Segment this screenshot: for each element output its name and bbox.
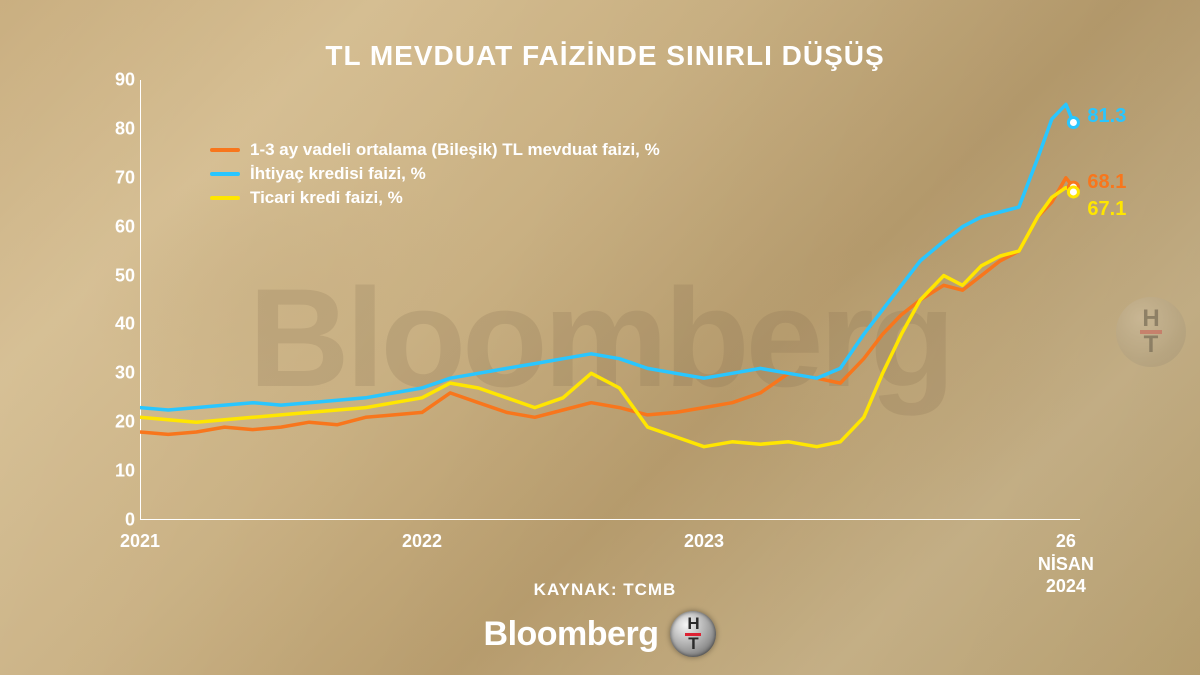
- legend-label: 1-3 ay vadeli ortalama (Bileşik) TL mevd…: [250, 140, 660, 160]
- y-tick-label: 40: [115, 314, 135, 335]
- series-line-deposit: [140, 178, 1073, 435]
- legend-swatch: [210, 196, 240, 200]
- legend-item: Ticari kredi faizi, %: [210, 188, 660, 208]
- legend-item: İhtiyaç kredisi faizi, %: [210, 164, 660, 184]
- y-tick-label: 80: [115, 118, 135, 139]
- y-tick-label: 60: [115, 216, 135, 237]
- y-tick-label: 0: [125, 510, 135, 531]
- y-tick-label: 50: [115, 265, 135, 286]
- footer-brand-text: Bloomberg: [484, 615, 659, 654]
- endpoint-label-deposit: 68.1: [1087, 171, 1126, 194]
- x-tick-label: 2023: [684, 530, 724, 553]
- legend-item: 1-3 ay vadeli ortalama (Bileşik) TL mevd…: [210, 140, 660, 160]
- source-text: KAYNAK: TCMB: [90, 580, 1120, 600]
- ht-side-badge: HT: [1116, 297, 1186, 367]
- legend: 1-3 ay vadeli ortalama (Bileşik) TL mevd…: [210, 140, 660, 208]
- endpoint-dot-consumer_loan: [1068, 118, 1078, 128]
- legend-label: İhtiyaç kredisi faizi, %: [250, 164, 426, 184]
- x-tick-label: 26 NİSAN 2024: [1038, 530, 1094, 598]
- legend-swatch: [210, 172, 240, 176]
- x-tick-label: 2021: [120, 530, 160, 553]
- y-tick-label: 10: [115, 461, 135, 482]
- x-tick-label: 2022: [402, 530, 442, 553]
- y-tick-label: 70: [115, 167, 135, 188]
- legend-label: Ticari kredi faizi, %: [250, 188, 403, 208]
- series-line-commercial_loan: [140, 188, 1073, 447]
- y-tick-label: 90: [115, 70, 135, 91]
- endpoint-label-consumer_loan: 81.3: [1087, 105, 1126, 128]
- chart-container: TL MEVDUAT FAİZİNDE SINIRLI DÜŞÜŞ 1-3 ay…: [90, 40, 1120, 570]
- endpoint-label-commercial_loan: 67.1: [1087, 198, 1126, 221]
- chart-title: TL MEVDUAT FAİZİNDE SINIRLI DÜŞÜŞ: [90, 40, 1120, 72]
- endpoint-dot-commercial_loan: [1068, 187, 1078, 197]
- y-tick-label: 30: [115, 363, 135, 384]
- y-tick-label: 20: [115, 412, 135, 433]
- ht-logo-icon: HT: [670, 611, 716, 657]
- legend-swatch: [210, 148, 240, 152]
- footer: Bloomberg HT: [0, 611, 1200, 657]
